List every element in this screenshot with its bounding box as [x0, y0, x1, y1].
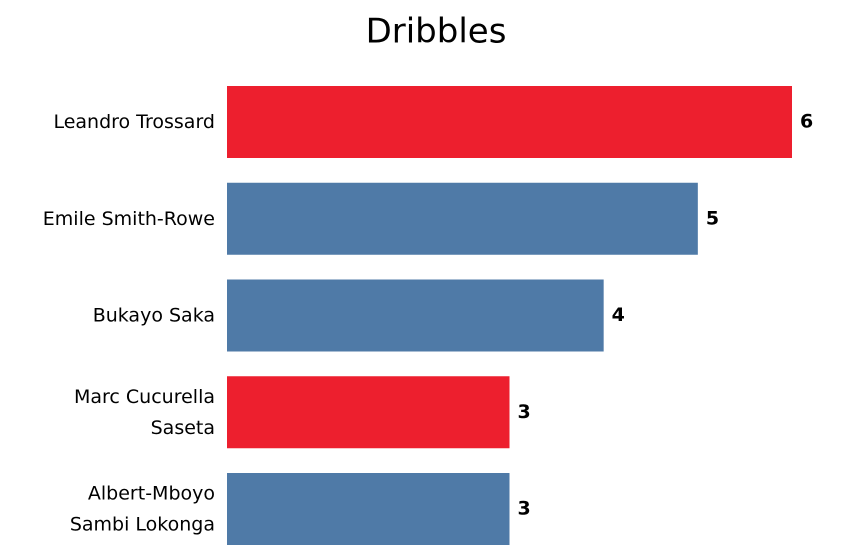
bar: [227, 182, 698, 255]
value-label: 6: [800, 111, 813, 133]
value-label: 3: [518, 498, 531, 520]
y-tick-label: Bukayo Saka: [93, 304, 215, 326]
value-label: 5: [706, 207, 719, 229]
value-label: 4: [612, 304, 625, 326]
bar: [227, 86, 792, 158]
bar: [227, 473, 510, 545]
y-tick-label: Leandro Trossard: [53, 111, 215, 133]
y-tick-label: Albert-Mboyo Sambi Lokonga: [70, 482, 215, 535]
value-label: 3: [518, 401, 531, 423]
bar: [227, 279, 604, 352]
bar: [227, 376, 510, 449]
y-tick-label: Emile Smith-Rowe: [43, 207, 215, 229]
chart-title: Dribbles: [366, 12, 507, 52]
y-tick-label: Marc Cucurella Saseta: [74, 385, 215, 438]
